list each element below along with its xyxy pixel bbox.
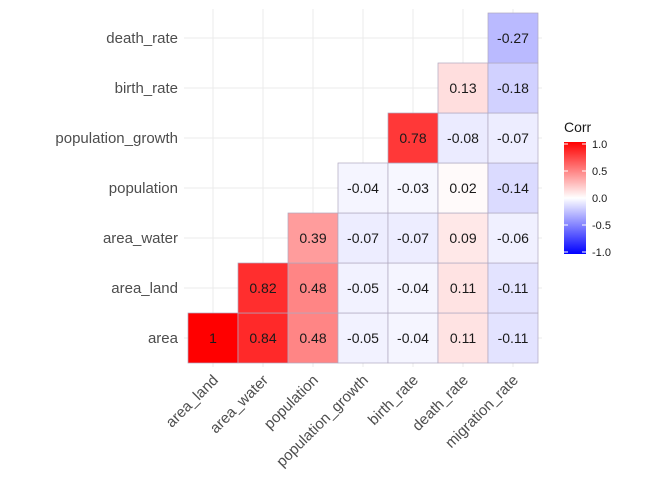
legend-ticks: 1.0 0.5 0.0 -0.5 -1.0 [564, 139, 611, 259]
cell-value-label: 1 [209, 330, 217, 346]
heatmap-cell [387, 112, 439, 164]
cell-value-label: -0.11 [498, 280, 529, 296]
heatmap-cell [487, 112, 539, 164]
cell-value-label: -0.08 [447, 130, 479, 146]
y-tick-label: birth_rate [115, 80, 178, 97]
heatmap-cell [437, 262, 489, 314]
cell-value-label: 0.82 [249, 280, 276, 296]
y-tick-label: area_water [103, 230, 178, 247]
heatmap-cell [437, 112, 489, 164]
cell-value-label: 0.78 [399, 130, 426, 146]
heatmap-cell [437, 62, 489, 114]
heatmap-cell [387, 312, 439, 364]
heatmap-cell [387, 212, 439, 264]
heatmap-cell [487, 212, 539, 264]
legend-tick-label: 1.0 [592, 139, 607, 151]
cell-value-label: 0.11 [450, 280, 476, 296]
cell-value-label: 0.84 [249, 330, 276, 346]
heatmap-cell [287, 212, 339, 264]
x-axis: area_landarea_waterpopulationpopulation_… [163, 372, 522, 471]
cell-value-label: -0.03 [397, 180, 429, 196]
legend-tick-label: 0.5 [592, 166, 607, 178]
y-tick-label: area_land [111, 280, 178, 297]
heatmap-cell [487, 262, 539, 314]
cell-value-label: -0.07 [397, 230, 429, 246]
legend-tick-label: -1.0 [592, 247, 611, 259]
cell-value-label: -0.07 [347, 230, 379, 246]
cell-value-label: 0.13 [449, 80, 476, 96]
y-tick-label: population [109, 180, 178, 197]
heatmap-cell [237, 262, 289, 314]
cell-value-label: -0.04 [347, 180, 379, 196]
cell-value-label: -0.04 [397, 280, 429, 296]
cell-value-label: -0.06 [497, 230, 529, 246]
legend-tick-label: -0.5 [592, 220, 611, 232]
y-tick-label: population_growth [55, 130, 178, 147]
legend-colorbar [564, 142, 586, 254]
cell-value-label: -0.14 [497, 180, 529, 196]
heatmap-cell [387, 262, 439, 314]
cell-value-label: 0.48 [299, 330, 326, 346]
heatmap-cell [487, 12, 539, 64]
cell-value-label: -0.05 [347, 280, 379, 296]
cell-value-label: 0.39 [299, 230, 326, 246]
heatmap-cells [187, 12, 539, 364]
cell-value-label: -0.27 [497, 30, 529, 46]
y-axis: area area_land area_water population populat… [55, 30, 178, 347]
heatmap-cell [337, 262, 389, 314]
heatmap-cell [287, 312, 339, 364]
heatmap-cell [487, 62, 539, 114]
heatmap-cell [287, 262, 339, 314]
legend-title: Corr [564, 119, 592, 135]
heatmap-cell [387, 162, 439, 214]
cell-value-label: 0.02 [449, 180, 476, 196]
y-tick-label: death_rate [106, 30, 178, 47]
cell-value-label: -0.07 [497, 130, 529, 146]
cell-value-label: -0.05 [347, 330, 379, 346]
cell-value-label: -0.11 [498, 330, 529, 346]
cell-value-label: -0.04 [397, 330, 429, 346]
legend: Corr 1.0 0.5 0.0 -0.5 -1.0 [564, 119, 611, 259]
cell-value-label: 0.48 [299, 280, 326, 296]
cell-value-label: -0.18 [497, 80, 529, 96]
heatmap-cell [487, 312, 539, 364]
x-tick-label: population_growth [273, 372, 372, 471]
cell-value-label: 0.11 [450, 330, 476, 346]
cell-labels: 1 0.84 0.48 -0.05 -0.04 0.11 -0.11 0.82 0.48 -0.0… [209, 30, 529, 346]
legend-tick-label: 0.0 [592, 193, 607, 205]
cell-value-label: 0.09 [449, 230, 476, 246]
heatmap-cell [437, 212, 489, 264]
heatmap-cell [437, 312, 489, 364]
heatmap-cell [337, 212, 389, 264]
y-tick-label: area [148, 330, 179, 347]
